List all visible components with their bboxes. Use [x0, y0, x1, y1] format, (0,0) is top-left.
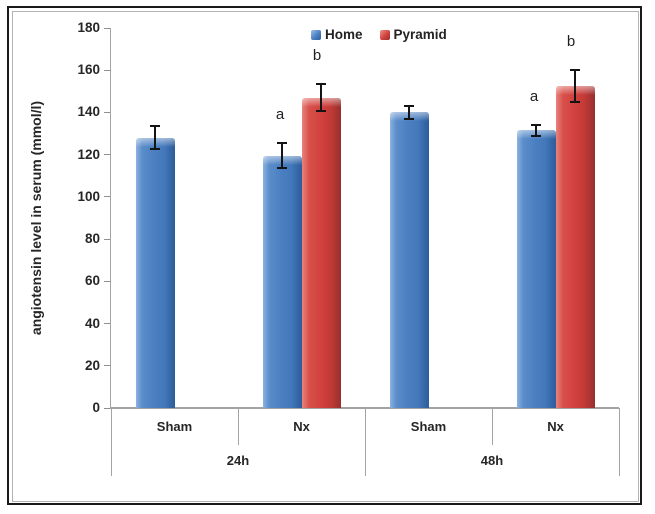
error-bar-part	[316, 110, 326, 113]
error-bar-part	[277, 167, 287, 170]
y-axis-tick	[104, 238, 111, 240]
y-axis-title: angiotensin level in serum (mmol/l)	[28, 100, 44, 336]
significance-annotation: a	[529, 88, 539, 106]
error-bar-part	[277, 142, 287, 144]
significance-annotation: a	[275, 106, 285, 123]
y-axis-tick	[104, 111, 111, 113]
y-tick-label: 80	[84, 231, 100, 247]
category-label: Nx	[547, 419, 564, 434]
error-bar	[316, 82, 326, 113]
error-bar-part	[570, 69, 580, 72]
category-divider	[491, 408, 493, 445]
group-label: 48h	[480, 453, 504, 468]
bar-home-nx-48h	[516, 130, 556, 408]
bar-pyramid-nx-48h	[555, 86, 595, 408]
y-tick-label: 40	[84, 315, 100, 331]
y-tick-label: 180	[77, 20, 100, 35]
category-label: Nx	[293, 419, 310, 434]
legend-swatch-home	[311, 29, 321, 40]
error-bar-part	[404, 105, 414, 108]
error-bar-part	[531, 134, 541, 137]
y-axis-tick	[104, 27, 111, 29]
legend-label: Pyramid	[393, 27, 447, 42]
category-divider	[237, 408, 239, 445]
error-bar	[404, 105, 414, 120]
y-tick-label: 160	[77, 62, 100, 78]
y-axis-tick	[104, 280, 111, 282]
significance-annotation: b	[312, 46, 322, 64]
bar-home-nx-24h	[262, 155, 302, 408]
y-axis-tick	[104, 69, 111, 71]
error-bar	[531, 124, 541, 137]
significance-annotation: b	[566, 33, 576, 51]
group-label: 24h	[226, 453, 250, 468]
error-bar-part	[570, 100, 580, 103]
error-bar-part	[316, 82, 326, 85]
error-bar	[150, 125, 160, 151]
y-axis-tick	[104, 323, 111, 325]
y-axis-tick	[104, 407, 111, 409]
error-bar-part	[535, 124, 537, 137]
legend: Home Pyramid	[311, 27, 447, 42]
group-divider	[364, 408, 366, 476]
group-divider	[618, 408, 620, 476]
y-tick-label: 0	[92, 400, 100, 415]
y-tick-label: 120	[77, 146, 100, 162]
error-bar-part	[320, 82, 322, 113]
chart-inner-border	[12, 11, 639, 502]
y-tick-label: 20	[84, 357, 100, 373]
error-bar	[570, 69, 580, 103]
legend-item-pyramid: Pyramid	[379, 27, 447, 42]
error-bar-part	[154, 125, 156, 151]
error-bar-part	[574, 69, 576, 103]
group-divider	[110, 408, 112, 476]
bar-pyramid-nx-24h	[301, 97, 341, 408]
legend-swatch-pyramid	[379, 29, 390, 40]
error-bar-part	[408, 105, 410, 120]
y-tick-label: 140	[77, 104, 100, 120]
error-bar-part	[150, 148, 160, 151]
category-label: Sham	[156, 419, 193, 434]
y-tick-label: 60	[84, 273, 100, 289]
y-tick-label: 100	[77, 188, 100, 204]
y-axis-line	[110, 28, 111, 408]
bar-home-sham-24h	[135, 137, 175, 408]
legend-label: Home	[325, 27, 363, 42]
y-axis-tick	[104, 365, 111, 367]
error-bar-part	[150, 125, 160, 128]
bar-home-sham-48h	[389, 112, 429, 408]
legend-item-home: Home	[311, 27, 363, 42]
error-bar	[277, 142, 287, 170]
category-label: Sham	[410, 419, 447, 434]
error-bar-part	[531, 124, 541, 127]
error-bar-part	[281, 142, 283, 170]
y-axis-tick	[104, 154, 111, 156]
y-axis-tick	[104, 196, 111, 198]
error-bar-part	[404, 117, 414, 120]
figure-outer-border	[7, 6, 642, 505]
